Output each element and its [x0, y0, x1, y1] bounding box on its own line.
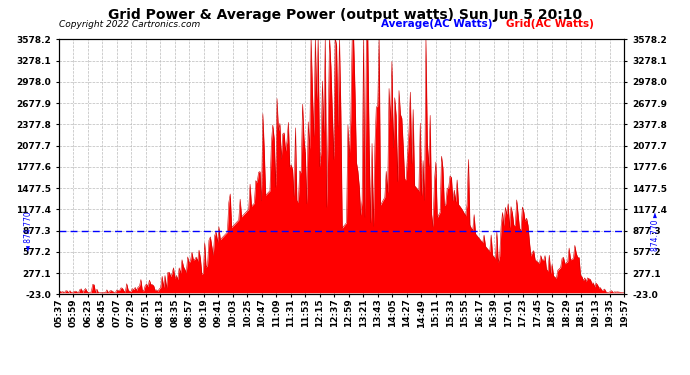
Text: Copyright 2022 Cartronics.com: Copyright 2022 Cartronics.com	[59, 20, 200, 29]
Text: Grid Power & Average Power (output watts) Sun Jun 5 20:10: Grid Power & Average Power (output watts…	[108, 8, 582, 21]
Text: ◄ 874.770: ◄ 874.770	[23, 211, 32, 251]
Text: Average(AC Watts): Average(AC Watts)	[381, 19, 493, 29]
Text: 874.770 ►: 874.770 ►	[651, 211, 660, 251]
Text: Grid(AC Watts): Grid(AC Watts)	[506, 19, 593, 29]
